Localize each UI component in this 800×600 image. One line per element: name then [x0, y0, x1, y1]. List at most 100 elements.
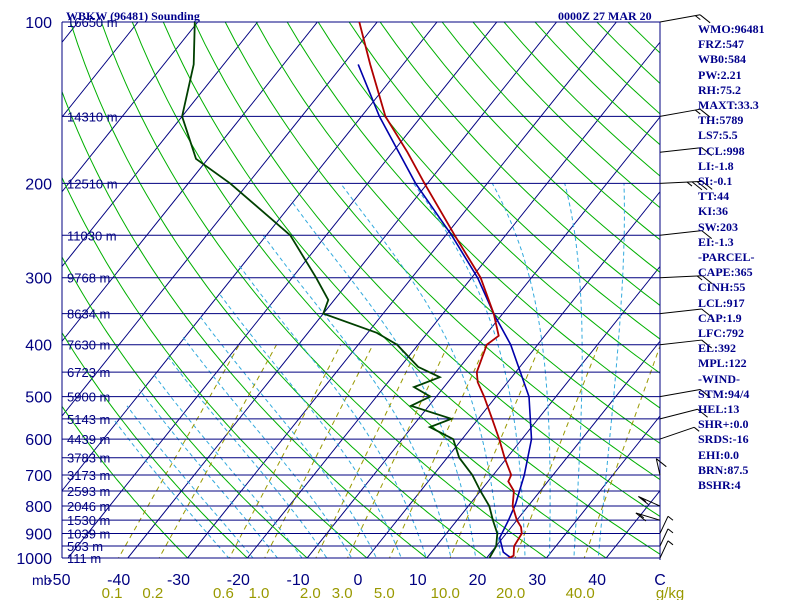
- height-label: 8634 m: [67, 307, 110, 322]
- wind-barb: [659, 180, 713, 191]
- wind-barb-flag: [699, 14, 711, 24]
- wind-barb-flag: [701, 339, 712, 349]
- wind-barb: [638, 495, 661, 507]
- wind-barb: [659, 147, 712, 157]
- moist-adiabat-line: [138, 389, 279, 558]
- wind-barb: [659, 230, 712, 240]
- temperature-tick-label: 0: [353, 572, 362, 589]
- isotherm-line: [67, 22, 498, 558]
- mixing-ratio-line: [449, 344, 541, 558]
- wind-barb: [659, 388, 711, 398]
- height-label: 2593 m: [67, 484, 110, 499]
- height-label: 4439 m: [67, 432, 110, 447]
- dry-adiabat-line: [379, 22, 660, 307]
- index-line: MPL:122: [698, 356, 747, 371]
- height-label: 3783 m: [67, 451, 110, 466]
- height-label: 5900 m: [67, 390, 110, 405]
- index-line: PW:2.21: [698, 67, 742, 82]
- wind-barb-flag: [638, 496, 649, 505]
- isotherm-line: [62, 22, 258, 268]
- temperature-tick-label: -40: [107, 572, 130, 589]
- mixing-ratio-line: [117, 344, 240, 558]
- pressure-unit-label: mb: [32, 572, 52, 588]
- moist-adiabat-line: [200, 316, 377, 558]
- dry-adiabat-line: [62, 256, 308, 558]
- wind-barb-staff: [659, 528, 669, 547]
- mixing-ratio-line: [583, 344, 660, 558]
- pressure-tick-label: 400: [25, 338, 52, 355]
- mixing-ratio-label: 20.0: [496, 585, 525, 600]
- pressure-tick-label: 300: [25, 271, 52, 288]
- wind-barb-flag: [635, 512, 647, 522]
- wind-barb-flag: [638, 513, 645, 519]
- station-title: WBKW (96481) Sounding: [66, 9, 200, 23]
- height-label: 11030 m: [67, 228, 117, 243]
- wind-barb-staff: [659, 275, 703, 279]
- index-line: EI:-1.3: [698, 234, 734, 249]
- temperature-tick-label: 20: [469, 572, 487, 589]
- height-label: 6723 m: [67, 365, 110, 380]
- wind-barb: [659, 515, 674, 534]
- profile-lines: [181, 22, 533, 558]
- pressure-tick-label: 600: [25, 432, 52, 449]
- index-line: CAPE:365: [698, 265, 753, 280]
- temperature-tick-label: 40: [588, 572, 606, 589]
- dry-adiabat-line: [69, 22, 488, 558]
- wind-barb: [659, 528, 674, 547]
- moist-adiabat-line: [181, 335, 353, 558]
- isotherm-line: [62, 22, 378, 417]
- mixing-ratio-label: 2.0: [300, 585, 321, 600]
- index-line: SI:-0.1: [698, 174, 733, 189]
- index-line: EL:392: [698, 341, 737, 356]
- index-line: BRN:87.5: [698, 462, 749, 477]
- wind-barb-staff: [659, 516, 669, 534]
- mixing-ratio-label: 5.0: [374, 585, 395, 600]
- wind-barb-staff: [659, 339, 702, 346]
- parcel-trace-line: [357, 64, 533, 558]
- index-line: KI:36: [698, 204, 728, 219]
- wind-barb-flag: [701, 308, 712, 318]
- wind-barb-staff: [659, 388, 701, 398]
- wind-barb-staff: [655, 458, 661, 476]
- temperature-tick-label: 30: [528, 572, 546, 589]
- height-label: 9768 m: [67, 271, 110, 286]
- mixing-ratio-line: [158, 344, 277, 558]
- wind-barb: [659, 540, 674, 559]
- moist-adiabat-line: [564, 183, 583, 558]
- dry-adiabat-line: [286, 22, 660, 409]
- wind-barb: [659, 339, 712, 349]
- mixing-ratio-line: [228, 344, 342, 558]
- index-line: HEL:13: [698, 402, 740, 417]
- dry-adiabat-line: [62, 405, 189, 558]
- index-line: LCL:917: [698, 295, 745, 310]
- height-label: 7630 m: [67, 338, 110, 353]
- wind-barb-staff: [659, 14, 701, 23]
- sounding-time: 0000Z 27 MAR 20: [558, 9, 652, 23]
- mixing-ratio-label: 10.0: [431, 585, 460, 600]
- height-label: 12510 m: [67, 176, 118, 191]
- moist-adiabat-line: [167, 355, 328, 558]
- dry-adiabat-line: [255, 22, 660, 444]
- dry-adiabat-line: [62, 90, 428, 558]
- background-grid: [62, 22, 660, 558]
- mixing-ratio-label: 0.2: [142, 585, 163, 600]
- height-label: 1039 m: [67, 526, 110, 541]
- index-line: SW:203: [698, 219, 739, 234]
- isotherm-line: [545, 415, 660, 558]
- index-line: LS7:5.5: [698, 128, 738, 143]
- dry-adiabat-line: [224, 22, 660, 481]
- pressure-tick-label: 800: [25, 499, 52, 516]
- index-line: MAXT:33.3: [698, 98, 759, 113]
- temperature-tick-label: -20: [227, 572, 250, 589]
- index-line: CINH:55: [698, 280, 746, 295]
- index-line: LI:-1.8: [698, 158, 734, 173]
- wind-barb-staff: [659, 540, 669, 559]
- height-label: 2046 m: [67, 499, 110, 514]
- pressure-tick-label: 900: [25, 526, 52, 543]
- mixing-ratio-line: [514, 344, 600, 558]
- mixing-ratio-line: [264, 344, 374, 558]
- dry-adiabat-line: [317, 22, 660, 374]
- height-label: 5143 m: [67, 412, 110, 427]
- wind-barb-flag: [697, 408, 708, 418]
